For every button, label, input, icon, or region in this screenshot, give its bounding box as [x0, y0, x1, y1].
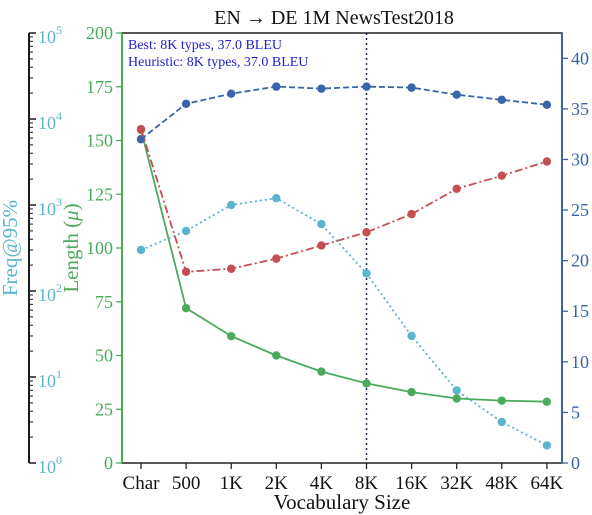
- x-tick-label: 64K: [531, 473, 564, 494]
- bleu-tick-label: 25: [571, 200, 589, 220]
- length-tick-label: 0: [104, 453, 113, 473]
- point-length: [362, 379, 371, 388]
- point-bleu_curve2: [407, 209, 416, 219]
- point-freq: [362, 269, 371, 278]
- freq-tick-label: 104: [38, 109, 62, 133]
- length-tick-label: 200: [86, 23, 113, 43]
- point-bleu: [452, 90, 461, 99]
- annotation-best: Best: 8K types, 37.0 BLEU: [128, 38, 282, 53]
- point-bleu_curve2: [542, 157, 552, 166]
- point-bleu_curve2: [272, 254, 281, 263]
- length-tick-label: 75: [95, 292, 113, 312]
- point-bleu: [272, 82, 281, 91]
- freq-tick-label: 105: [38, 23, 62, 47]
- point-freq: [497, 417, 506, 427]
- point-length: [407, 387, 416, 397]
- length-tick-label: 25: [95, 399, 113, 419]
- length-tick-label: 125: [86, 184, 113, 204]
- point-bleu: [181, 99, 191, 109]
- length-axis: 0 25 50 75 100 125 150 175 200: [86, 23, 123, 473]
- x-axis-label: Vocabulary Size: [274, 490, 411, 514]
- chart-title: EN → DE 1M NewsTest2018: [214, 7, 454, 29]
- x-tick-label: 8K: [355, 473, 379, 494]
- point-bleu: [317, 84, 326, 93]
- series-line-freq: [140, 197, 548, 447]
- x-tick-label: 500: [172, 473, 201, 494]
- point-length: [272, 351, 281, 360]
- point-bleu_curve2: [181, 267, 191, 276]
- bleu-tick-label: 15: [571, 301, 589, 321]
- point-length: [542, 397, 552, 406]
- point-freq: [542, 441, 552, 450]
- x-tick-label: 2K: [265, 473, 289, 494]
- bleu-tick-label: 30: [571, 149, 589, 169]
- length-tick-label: 50: [95, 346, 113, 366]
- point-length: [497, 396, 506, 405]
- x-axis: Char 500 1K 2K 4K 8K 16K 32K 48K 64K: [123, 463, 564, 494]
- point-bleu: [407, 83, 416, 92]
- point-bleu_curve2: [227, 264, 236, 273]
- point-bleu_curve2: [136, 124, 146, 134]
- point-length: [452, 394, 461, 403]
- bleu-tick-label: 20: [571, 251, 589, 271]
- x-tick-label: 48K: [485, 473, 518, 494]
- bleu-tick-label: 5: [571, 402, 580, 422]
- point-bleu_curve2: [362, 228, 371, 237]
- x-tick-label: 4K: [310, 473, 334, 494]
- bleu-tick-label: 10: [571, 352, 589, 372]
- bleu-axis: 0 5 10 15 20 25 30 35 40: [561, 33, 589, 473]
- point-freq: [317, 219, 326, 229]
- point-length: [317, 367, 326, 376]
- point-bleu_curve2: [452, 184, 461, 194]
- point-length: [181, 304, 191, 313]
- length-tick-label: 150: [86, 131, 113, 151]
- series-line-bleu: [140, 85, 547, 140]
- point-bleu: [136, 135, 146, 144]
- series-line-bleu_curve2: [140, 128, 548, 273]
- point-freq: [272, 193, 281, 203]
- x-tick-label: Char: [123, 473, 161, 494]
- annotation-heuristic: Heuristic: 8K types, 37.0 BLEU: [128, 55, 308, 70]
- point-freq: [227, 200, 236, 210]
- freq-tick-label: 101: [38, 367, 62, 391]
- length-axis-label: Length (μ): [59, 203, 83, 292]
- plot-frame: [121, 32, 563, 464]
- length-tick-label: 175: [86, 77, 113, 97]
- point-bleu_curve2: [497, 171, 506, 180]
- point-freq: [181, 226, 191, 236]
- bleu-tick-label: 0: [571, 453, 580, 473]
- point-bleu: [497, 95, 506, 104]
- freq-axis-label: Freq@95%: [0, 200, 22, 296]
- length-tick-label: 100: [86, 238, 113, 258]
- series-line-length: [140, 129, 547, 403]
- series-group: [136, 82, 552, 450]
- x-tick-label: 1K: [220, 473, 244, 494]
- point-freq: [407, 331, 416, 341]
- bleu-tick-label: 40: [571, 48, 589, 68]
- point-freq: [136, 245, 146, 255]
- x-tick-label: 32K: [440, 473, 473, 494]
- point-bleu: [227, 89, 236, 98]
- point-bleu: [542, 100, 552, 110]
- bleu-tick-label: 35: [571, 99, 589, 119]
- point-bleu: [362, 82, 371, 91]
- x-tick-label: 16K: [395, 473, 428, 494]
- point-length: [227, 331, 236, 341]
- point-freq: [452, 386, 461, 395]
- freq-tick-label: 100: [38, 453, 62, 477]
- point-bleu_curve2: [317, 241, 326, 250]
